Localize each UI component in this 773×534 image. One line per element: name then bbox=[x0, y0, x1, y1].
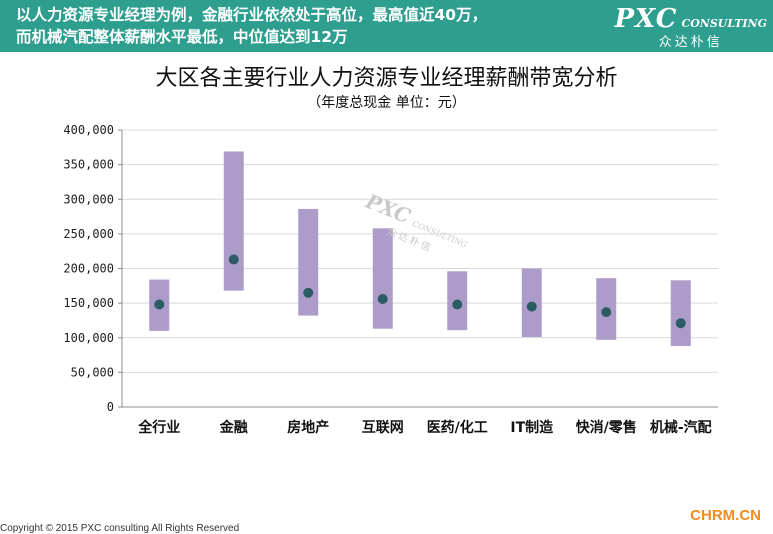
y-tick-label: 150,000 bbox=[63, 296, 114, 310]
headline: 以人力资源专业经理为例，金融行业依然处于高位，最高值近40万， 而机械汽配整体薪… bbox=[16, 4, 616, 48]
x-category-label: 全行业 bbox=[137, 419, 180, 436]
chart-subtitle: （年度总现金 单位：元） bbox=[307, 95, 466, 111]
median-point bbox=[154, 299, 165, 310]
chart-title: 大区各主要行业人力资源专业经理薪酬带宽分析 bbox=[155, 66, 618, 91]
median-point bbox=[675, 318, 686, 329]
x-category-label: 医药/化工 bbox=[427, 419, 488, 436]
x-category-label: 金融 bbox=[219, 419, 248, 436]
copyright-text: Copyright © 2015 PXC consulting All Righ… bbox=[0, 523, 240, 534]
y-tick-label: 0 bbox=[107, 400, 114, 414]
site-logo: CHRM.CN bbox=[690, 507, 761, 524]
pxc-logo: PXC CONSULTING 众达朴信 bbox=[614, 4, 767, 50]
x-category-label: IT制造 bbox=[510, 419, 553, 436]
salary-band-bar bbox=[223, 151, 244, 291]
median-point bbox=[452, 299, 463, 310]
salary-band-bar bbox=[670, 280, 691, 347]
median-point bbox=[303, 287, 314, 298]
y-tick-label: 250,000 bbox=[63, 227, 114, 241]
x-category-label: 快消/零售 bbox=[576, 419, 637, 436]
x-category-label: 互联网 bbox=[362, 420, 404, 436]
y-tick-label: 100,000 bbox=[63, 331, 114, 345]
median-point bbox=[601, 307, 612, 318]
y-tick-label: 300,000 bbox=[63, 192, 114, 206]
x-category-label: 机械-汽配 bbox=[650, 419, 712, 436]
y-tick-label: 200,000 bbox=[63, 262, 114, 276]
salary-band-bar bbox=[372, 228, 393, 329]
logo-chinese-text: 众达朴信 bbox=[658, 35, 723, 50]
logo-main-text: PXC bbox=[614, 4, 678, 34]
salary-band-bar bbox=[298, 208, 319, 316]
x-category-label: 房地产 bbox=[287, 419, 329, 436]
header-banner: 以人力资源专业经理为例，金融行业依然处于高位，最高值近40万， 而机械汽配整体薪… bbox=[0, 0, 773, 52]
median-point bbox=[377, 293, 388, 304]
median-point bbox=[228, 254, 239, 265]
median-point bbox=[526, 301, 537, 312]
logo-sub-text: CONSULTING bbox=[681, 17, 767, 30]
headline-line-1: 以人力资源专业经理为例，金融行业依然处于高位，最高值近40万， bbox=[16, 6, 488, 24]
y-tick-label: 350,000 bbox=[63, 158, 114, 172]
y-tick-label: 400,000 bbox=[63, 123, 114, 137]
y-tick-label: 50,000 bbox=[71, 365, 114, 379]
headline-line-2: 而机械汽配整体薪酬水平最低，中位值达到12万 bbox=[16, 28, 348, 46]
